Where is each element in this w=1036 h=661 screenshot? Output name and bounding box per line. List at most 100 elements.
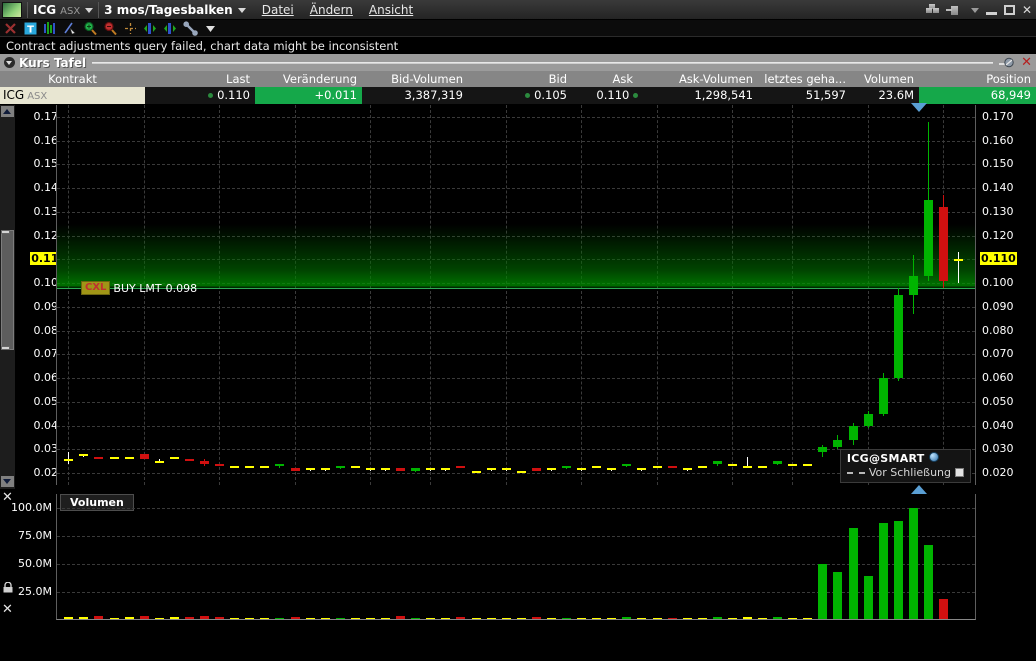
- candle-body: [215, 463, 224, 466]
- volume-axis-label: 50.0M: [18, 556, 52, 570]
- chevron-down-icon[interactable]: [237, 7, 246, 13]
- candle-body: [426, 468, 435, 471]
- gridline-vertical: [792, 105, 793, 485]
- candle-body: [306, 468, 315, 471]
- menu-ansicht[interactable]: Ansicht: [369, 3, 413, 17]
- col-last[interactable]: Last: [226, 72, 250, 86]
- candle-body: [683, 468, 692, 471]
- close-icon[interactable]: ✕: [1021, 3, 1032, 17]
- candle-wick: [958, 252, 959, 284]
- candle-body: [803, 463, 812, 466]
- crosshair-icon[interactable]: [123, 21, 138, 36]
- candle-body: [577, 468, 586, 471]
- cell-bid-value: 0.105: [534, 88, 567, 102]
- candle-body: [230, 466, 239, 468]
- scrollbar-grip-bottom[interactable]: [1, 346, 10, 350]
- gridline-horizontal: [57, 116, 975, 118]
- volume-bar: [366, 617, 375, 619]
- volume-bar: [668, 617, 677, 619]
- volume-plot[interactable]: [56, 494, 976, 620]
- chart-legend[interactable]: ICG@SMART Vor Schließung: [839, 449, 971, 483]
- scrollbar-grip-top[interactable]: [1, 230, 10, 234]
- volume-bar: [773, 616, 782, 619]
- candle-body: [879, 378, 888, 414]
- candle-body: [366, 468, 375, 471]
- col-ask[interactable]: Ask: [612, 72, 633, 86]
- chart-toolbar: T: [0, 20, 1036, 37]
- candle-body: [532, 468, 541, 471]
- scroll-down-icon[interactable]: [1, 476, 14, 487]
- bar-setting-selector[interactable]: 3 mos/Tagesbalken: [104, 3, 246, 17]
- col-bid-volumen[interactable]: Bid-Volumen: [391, 72, 463, 86]
- menu-aendern[interactable]: Ändern: [310, 3, 353, 17]
- col-letztes-gehandeltes[interactable]: letztes geha...: [764, 72, 846, 86]
- symbol-exchange: ASX: [60, 5, 81, 17]
- detach-icon[interactable]: [999, 57, 1015, 69]
- close-chart-icon[interactable]: ✕: [2, 602, 13, 617]
- volume-bar: [743, 616, 752, 619]
- chevron-down-icon[interactable]: [85, 7, 94, 13]
- volume-bar: [532, 616, 541, 619]
- cell-position: 68,949: [919, 87, 1036, 104]
- pin-icon[interactable]: [945, 3, 959, 17]
- gridline-horizontal: [57, 449, 975, 451]
- price-plot[interactable]: CXL BUY LMT 0.098 ICG@SMART Vor Schließun…: [56, 105, 976, 485]
- price-scrollbar[interactable]: [0, 105, 16, 489]
- maximize-icon[interactable]: [1003, 5, 1015, 15]
- volume-bar: [653, 618, 662, 619]
- delete-icon[interactable]: [3, 21, 18, 36]
- gridline-vertical: [370, 105, 371, 485]
- cell-kontrakt[interactable]: ICG ASX: [0, 87, 145, 104]
- collapse-icon[interactable]: [4, 57, 15, 68]
- dropdown-icon[interactable]: [203, 21, 218, 36]
- svg-text:T: T: [27, 24, 34, 35]
- candle-body: [502, 468, 511, 471]
- volume-bar: [306, 618, 315, 619]
- cancel-order-button[interactable]: CXL: [81, 281, 111, 296]
- zoom-out-icon[interactable]: [103, 21, 118, 36]
- volume-bar: [758, 617, 767, 619]
- divider: [98, 1, 100, 18]
- col-kontrakt[interactable]: Kontrakt: [48, 72, 97, 86]
- volume-bar: [803, 617, 812, 619]
- trendline-icon[interactable]: [63, 21, 78, 36]
- expand-left-icon[interactable]: [143, 21, 158, 36]
- wrench-icon[interactable]: [183, 20, 198, 36]
- close-icon[interactable]: ✕: [1021, 55, 1032, 70]
- col-position[interactable]: Position: [986, 72, 1031, 86]
- expand-right-icon[interactable]: [163, 21, 178, 36]
- cubes-icon[interactable]: [925, 3, 939, 17]
- gridline-vertical: [144, 105, 145, 485]
- text-tool-icon[interactable]: T: [23, 21, 38, 36]
- panel-actions: ✕: [999, 56, 1036, 69]
- symbol-selector[interactable]: ICG ASX: [33, 3, 94, 17]
- scrollbar-thumb[interactable]: [1, 230, 14, 350]
- price-label-right: 0.120: [982, 228, 1014, 242]
- lock-icon[interactable]: [2, 582, 14, 593]
- close-volume-pane-icon[interactable]: ✕: [2, 490, 13, 505]
- legend-checkbox[interactable]: [955, 468, 964, 477]
- candle-body: [713, 461, 722, 464]
- volume-pane-label[interactable]: Volumen: [60, 494, 134, 511]
- minimize-icon[interactable]: [985, 11, 997, 15]
- scroll-up-icon[interactable]: [1, 106, 14, 117]
- col-ask-volumen[interactable]: Ask-Volumen: [678, 72, 753, 86]
- chevron-down-icon[interactable]: [970, 7, 979, 13]
- volume-bar: [879, 523, 888, 619]
- bars-icon[interactable]: [43, 21, 58, 36]
- zoom-in-icon[interactable]: [83, 21, 98, 36]
- candle-body: [698, 466, 707, 468]
- volume-bar: [502, 618, 511, 619]
- col-volumen[interactable]: Volumen: [863, 72, 914, 86]
- price-label-right: 0.170: [982, 109, 1014, 123]
- price-label-right: 0.030: [982, 442, 1014, 456]
- col-bid[interactable]: Bid: [548, 72, 567, 86]
- col-veraenderung[interactable]: Veränderung: [282, 72, 357, 86]
- table-row[interactable]: ICG ASX 0.110 +0.011 3,387,319 0.105 0.11…: [0, 87, 1036, 104]
- volume-bar: [185, 616, 194, 619]
- cell-ask-value: 0.110: [596, 88, 630, 102]
- top-position-marker-icon: [911, 103, 927, 112]
- order-marker[interactable]: CXL BUY LMT 0.098: [81, 281, 197, 296]
- menu-datei[interactable]: Datei: [262, 3, 294, 17]
